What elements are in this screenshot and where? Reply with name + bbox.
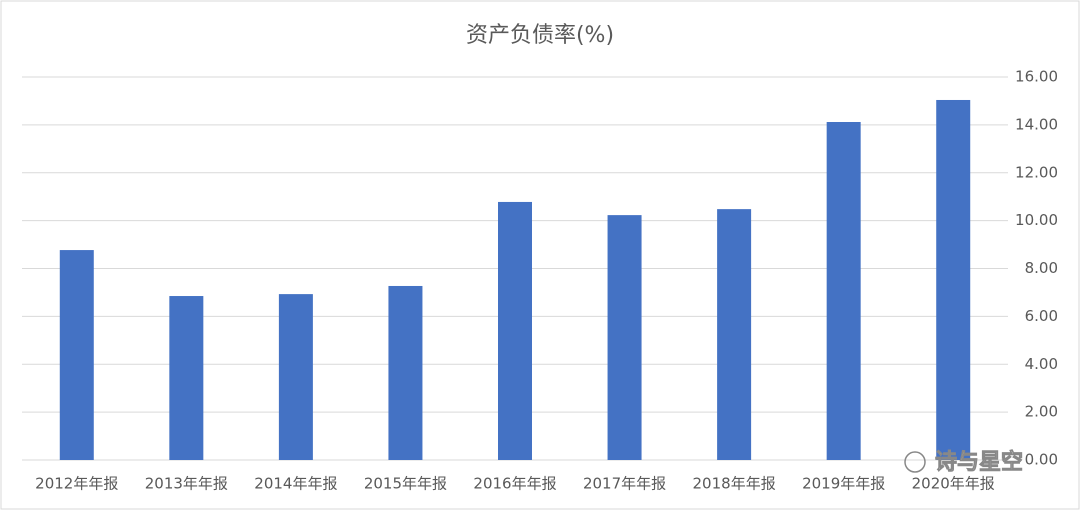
y-tick-label: 12.00 — [1015, 163, 1058, 181]
x-tick-label: 2017年年报 — [583, 475, 666, 493]
bar — [278, 294, 313, 460]
y-tick-label: 14.00 — [1015, 115, 1058, 133]
bar — [936, 99, 971, 460]
bar — [388, 285, 423, 460]
bar — [169, 296, 204, 460]
bar — [59, 250, 94, 460]
bar — [498, 201, 532, 461]
x-tick-label: 2018年年报 — [693, 475, 776, 493]
x-tick-label: 2019年年报 — [802, 475, 885, 493]
y-tick-label: 8.00 — [1025, 259, 1058, 277]
y-tick-label: 10.00 — [1015, 211, 1058, 229]
bar — [717, 209, 752, 460]
y-tick-label: 2.00 — [1025, 403, 1058, 421]
x-tick-label: 2015年年报 — [364, 475, 447, 493]
x-tick-label: 2020年年报 — [912, 475, 995, 493]
bar — [826, 122, 861, 460]
x-tick-label: 2012年年报 — [35, 475, 118, 493]
y-tick-label: 16.00 — [1015, 68, 1058, 86]
watermark-icon — [904, 451, 926, 473]
watermark: 诗与星空 — [935, 449, 1023, 475]
y-tick-label: 4.00 — [1025, 355, 1058, 373]
x-tick-label: 2016年年报 — [473, 475, 556, 493]
chart-title: 资产负债率(%) — [466, 23, 614, 48]
bar — [607, 215, 642, 460]
x-tick-label: 2014年年报 — [254, 475, 337, 493]
x-tick-label: 2013年年报 — [145, 475, 228, 493]
y-tick-label: 0.00 — [1025, 451, 1058, 469]
y-tick-label: 6.00 — [1025, 307, 1058, 325]
